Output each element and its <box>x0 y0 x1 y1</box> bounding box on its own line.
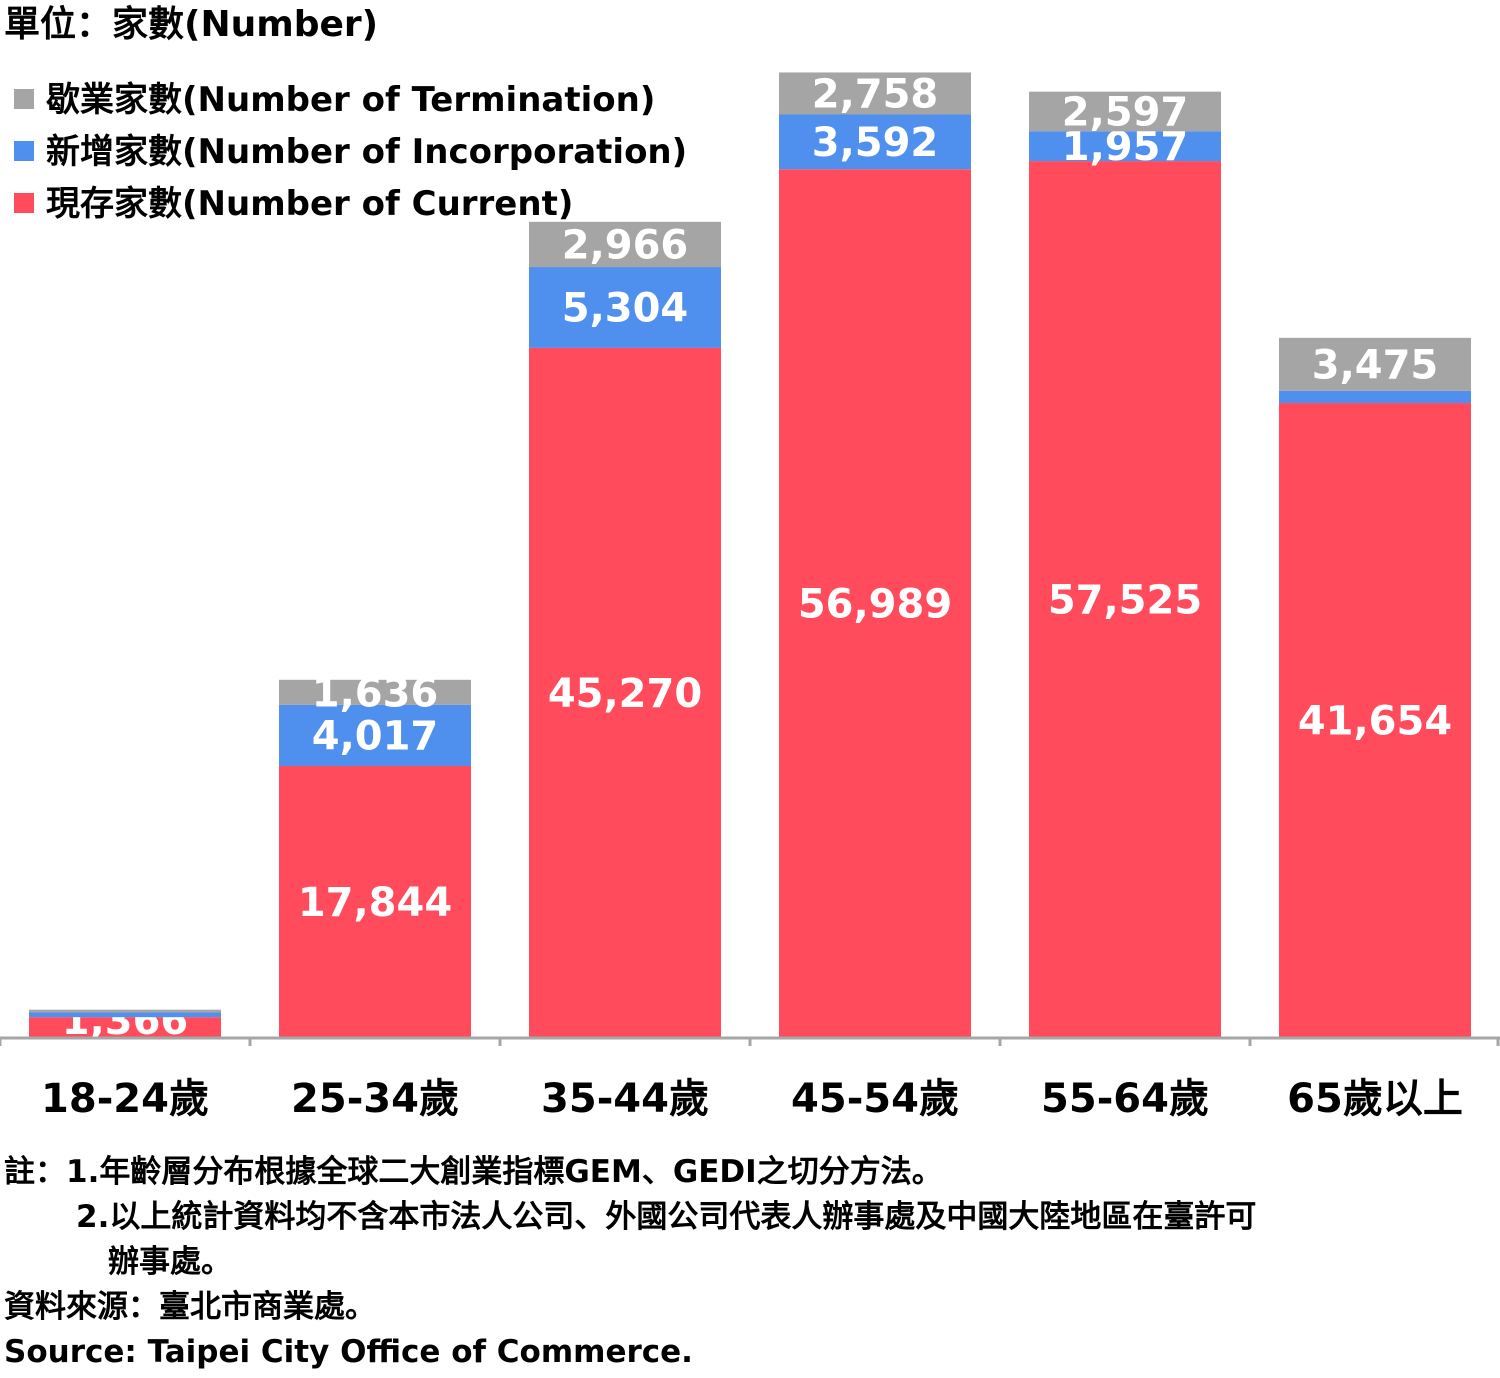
legend-label-current: 現存家數(Number of Current) <box>46 184 574 224</box>
unit-label: 單位：家數(Number) <box>4 4 379 45</box>
legend-item-current: 現存家數(Number of Current) <box>14 178 687 230</box>
data-label-current-3: 56,989 <box>798 582 952 628</box>
bar-current-2 <box>529 347 721 1038</box>
data-label-incorporation-1: 4,017 <box>312 713 439 759</box>
data-label-termination-5: 3,475 <box>1312 342 1439 388</box>
note-line-1: 註：1.年齡層分布根據全球二大創業指標GEM、GEDI之切分方法。 <box>4 1154 943 1190</box>
legend-label-incorporation: 新增家數(Number of Incorporation) <box>46 132 688 172</box>
bar-termination-2 <box>529 221 721 268</box>
data-label-current-0: 1,366 <box>62 998 189 1044</box>
bar-current-1 <box>279 765 471 1038</box>
legend-label-termination: 歇業家數(Number of Termination) <box>46 80 656 120</box>
bar-termination-0 <box>29 1009 221 1013</box>
footnotes: 註：1.年齡層分布根據全球二大創業指標GEM、GEDI之切分方法。 2.以上統計… <box>4 1150 1498 1375</box>
legend-swatch-incorporation <box>14 140 34 161</box>
x-tick-label-3: 45-54歲 <box>791 1076 959 1122</box>
bar-current-3 <box>779 169 971 1039</box>
data-source-zh: 資料來源：臺北市商業處。 <box>4 1289 376 1325</box>
bar-current-0 <box>29 1017 221 1038</box>
data-label-incorporation-4: 1,957 <box>1062 124 1189 170</box>
bar-current-4 <box>1029 161 1221 1038</box>
chart-legend: 歇業家數(Number of Termination) 新增家數(Number … <box>14 74 687 230</box>
data-label-current-1: 17,844 <box>298 880 452 926</box>
bar-termination-4 <box>1029 91 1221 132</box>
data-label-termination-4: 2,597 <box>1062 89 1189 135</box>
bar-termination-5 <box>1279 337 1471 391</box>
bar-incorporation-3 <box>779 114 971 170</box>
legend-swatch-current <box>14 192 34 213</box>
legend-item-termination: 歇業家數(Number of Termination) <box>14 74 687 126</box>
data-label-incorporation-3: 3,592 <box>812 120 939 166</box>
x-tick-label-5: 65歲以上 <box>1287 1076 1463 1122</box>
x-tick-label-4: 55-64歲 <box>1041 1076 1209 1122</box>
legend-item-incorporation: 新增家數(Number of Incorporation) <box>14 126 687 178</box>
bar-current-5 <box>1279 403 1471 1039</box>
data-label-termination-1: 1,636 <box>312 670 439 716</box>
legend-swatch-termination <box>14 88 34 109</box>
data-label-termination-2: 2,966 <box>562 222 689 268</box>
note-line-3: 辦事處。 <box>108 1244 232 1280</box>
bar-incorporation-0 <box>29 1012 221 1018</box>
bar-incorporation-1 <box>279 704 471 766</box>
bar-termination-1 <box>279 679 471 705</box>
bar-incorporation-4 <box>1029 131 1221 162</box>
x-tick-label-1: 25-34歲 <box>291 1076 459 1122</box>
data-label-current-4: 57,525 <box>1048 578 1202 624</box>
note-line-2: 2.以上統計資料均不含本市法人公司、外國公司代表人辦事處及中國大陸地區在臺許可 <box>76 1199 1257 1235</box>
x-tick-label-2: 35-44歲 <box>541 1076 709 1122</box>
bar-incorporation-2 <box>529 267 721 348</box>
data-label-termination-3: 2,758 <box>812 71 939 117</box>
data-label-incorporation-2: 5,304 <box>562 285 689 331</box>
data-label-current-2: 45,270 <box>548 671 702 717</box>
data-label-current-5: 41,654 <box>1298 699 1452 745</box>
data-source-en: Source: Taipei City Office of Commerce. <box>4 1334 693 1370</box>
bar-termination-3 <box>779 72 971 115</box>
x-tick-label-0: 18-24歲 <box>41 1076 209 1122</box>
bar-incorporation-5 <box>1279 390 1471 404</box>
